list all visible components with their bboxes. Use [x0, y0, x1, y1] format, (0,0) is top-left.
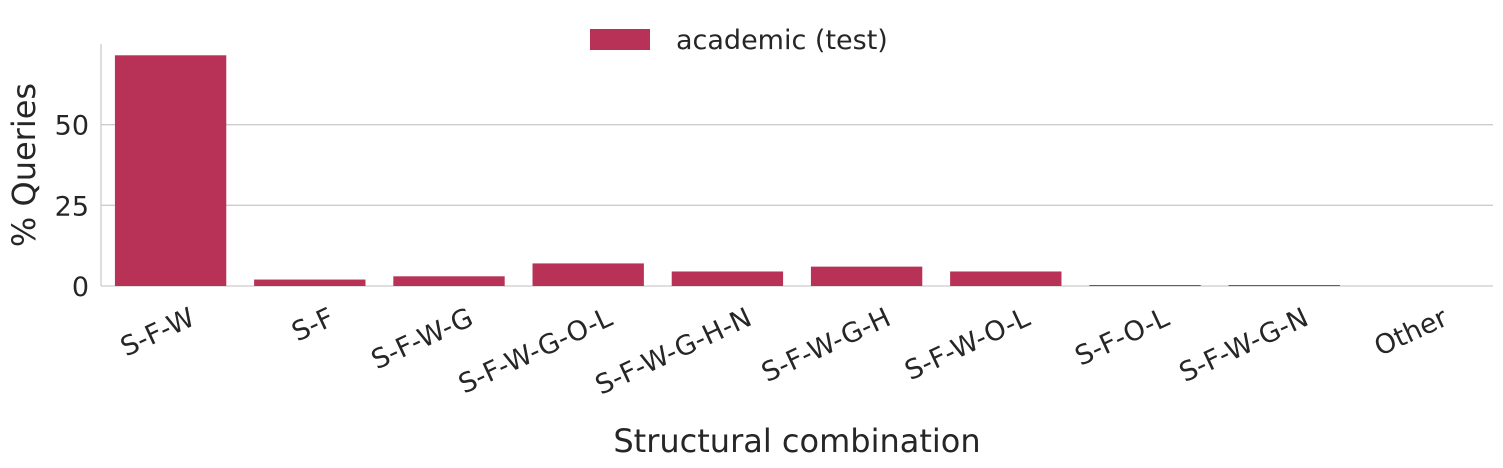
- y-tick-label-0: 0: [72, 272, 89, 303]
- bar-s-f-w-g-h-n: [671, 271, 784, 286]
- x-axis-title: Structural combination: [613, 422, 980, 460]
- x-tick-label-other: Other: [1370, 302, 1453, 363]
- x-tick-label-s-f-w-g-h: S-F-W-G-H: [757, 302, 896, 389]
- x-tick-label-s-f-w-g-h-n: S-F-W-G-H-N: [591, 302, 757, 401]
- bars: [114, 55, 1340, 286]
- legend-swatch: [590, 29, 650, 50]
- x-tick-label-s-f-w-g-n: S-F-W-G-N: [1175, 302, 1313, 389]
- x-tick-label-s-f-o-l: S-F-O-L: [1070, 302, 1173, 372]
- x-tick-label-s-f-w-g-o-l: S-F-W-G-O-L: [454, 302, 617, 400]
- bar-s-f-w: [114, 55, 227, 286]
- y-tick-label-50: 50: [55, 111, 89, 142]
- bar-s-f-w-g-o-l: [532, 263, 644, 286]
- bar-s-f-w-g-n: [1228, 285, 1340, 286]
- bar-s-f-w-o-l: [950, 271, 1062, 286]
- x-tick-labels: S-F-W S-F S-F-W-GS-F-W-G-O-LS-F-W-G-H-N S-F…: [116, 302, 1453, 402]
- bar-s-f-w-g: [393, 276, 505, 286]
- x-tick-label-s-f: S-F: [287, 302, 339, 348]
- legend-label-academic-test: academic (test): [676, 25, 888, 56]
- y-tick-label-25: 25: [55, 191, 89, 222]
- gridlines: [101, 124, 1493, 287]
- x-tick-label-s-f-w: S-F-W: [116, 302, 200, 363]
- bar-s-f-o-l: [1089, 285, 1201, 286]
- legend: academic (test): [590, 25, 888, 56]
- y-tick-labels: 0 25 50: [55, 111, 89, 303]
- y-axis-title: % Queries: [5, 83, 43, 247]
- bar-s-f-w-g-h: [810, 266, 923, 286]
- bar-s-f: [254, 279, 366, 286]
- x-tick-label-s-f-w-o-l: S-F-W-O-L: [900, 302, 1035, 387]
- x-tick-label-s-f-w-g: S-F-W-G: [367, 302, 478, 376]
